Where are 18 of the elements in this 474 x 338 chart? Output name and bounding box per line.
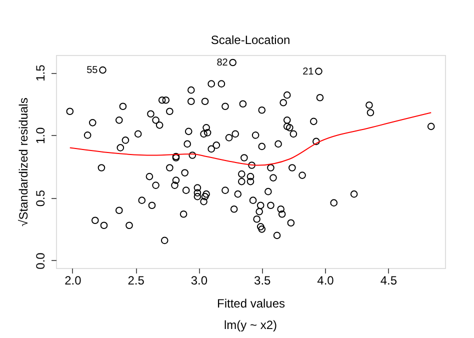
y-tick-label: 0.5: [34, 190, 48, 207]
x-tick-label: 2.0: [64, 274, 82, 288]
x-tick-label: 2.5: [128, 274, 145, 288]
x-tick-label: 4.5: [380, 274, 398, 288]
y-axis-title: √Standardized residuals: [16, 98, 30, 226]
x-tick-label: 3.0: [190, 274, 208, 288]
y-tick-label: 1.0: [34, 127, 48, 144]
line-series: [69, 112, 432, 166]
x-axis-title: Fitted values: [216, 296, 286, 310]
annotation: 21: [302, 66, 314, 78]
x-tick-label: 3.5: [254, 274, 272, 288]
y-tick-label: 1.5: [34, 64, 48, 82]
x-tick-label: 4.0: [317, 274, 334, 288]
annotation: 82: [216, 58, 228, 69]
annotation: 55: [86, 65, 98, 76]
y-tick-label: 0.0: [34, 252, 48, 270]
chart-title: Scale-Location: [210, 33, 290, 47]
text: lm(y ~ x2): [224, 318, 278, 332]
